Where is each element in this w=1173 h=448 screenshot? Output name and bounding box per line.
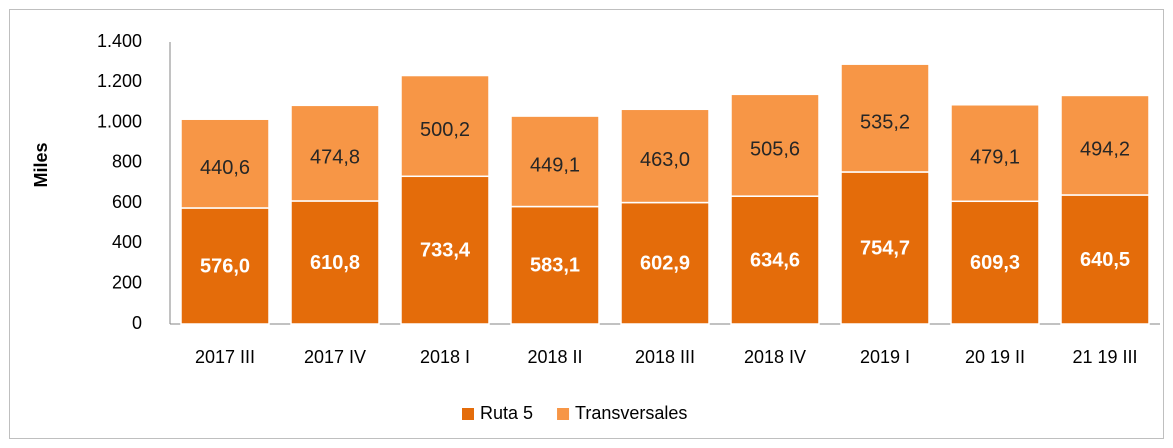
data-label: 634,6 bbox=[750, 249, 800, 271]
y-tick-label: 1.400 bbox=[97, 31, 142, 51]
bar-segment bbox=[840, 171, 930, 325]
data-label: 602,9 bbox=[640, 253, 690, 275]
bar-segment bbox=[840, 63, 930, 173]
x-tick-label: 20 19 II bbox=[965, 347, 1025, 367]
y-tick-label: 600 bbox=[112, 192, 142, 212]
bar-segment bbox=[620, 108, 710, 204]
x-tick-label: 2018 IV bbox=[744, 347, 806, 367]
bar-segment bbox=[290, 200, 380, 325]
data-label: 449,1 bbox=[530, 155, 580, 177]
data-label: 754,7 bbox=[860, 237, 910, 259]
data-label: 640,5 bbox=[1080, 249, 1130, 271]
y-tick-label: 0 bbox=[132, 313, 142, 333]
bar-segment bbox=[730, 93, 820, 197]
x-tick-label: 2018 III bbox=[635, 347, 695, 367]
x-tick-label: 2017 III bbox=[195, 347, 255, 367]
data-label: 474,8 bbox=[310, 146, 360, 168]
bar-segment bbox=[730, 195, 820, 325]
data-label: 505,6 bbox=[750, 139, 800, 161]
data-label: 500,2 bbox=[420, 119, 470, 141]
bar-segment bbox=[1060, 194, 1150, 325]
data-label: 494,2 bbox=[1080, 138, 1130, 160]
bar-segment bbox=[180, 118, 270, 209]
legend-label: Transversales bbox=[575, 403, 687, 423]
x-tick-label: 2018 I bbox=[420, 347, 470, 367]
x-tick-label: 21 19 III bbox=[1072, 347, 1137, 367]
x-tick-label: 2018 II bbox=[527, 347, 582, 367]
legend-label: Ruta 5 bbox=[480, 403, 533, 423]
x-tick-label: 2017 IV bbox=[304, 347, 366, 367]
y-tick-label: 800 bbox=[112, 152, 142, 172]
y-tick-label: 200 bbox=[112, 272, 142, 292]
y-tick-label: 1.200 bbox=[97, 71, 142, 91]
data-label: 609,3 bbox=[970, 252, 1020, 274]
bar-segment bbox=[400, 175, 490, 325]
bar-segment bbox=[510, 115, 600, 208]
y-tick-label: 400 bbox=[112, 232, 142, 252]
bar-segment bbox=[1060, 94, 1150, 196]
y-axis-label: Miles bbox=[31, 142, 51, 187]
bar-segment bbox=[950, 200, 1040, 325]
bar-segment bbox=[950, 104, 1040, 203]
data-label: 576,0 bbox=[200, 255, 250, 277]
y-tick-label: 1.000 bbox=[97, 111, 142, 131]
data-label: 463,0 bbox=[640, 149, 690, 171]
x-tick-label: 2019 I bbox=[860, 347, 910, 367]
bar-segment bbox=[510, 205, 600, 325]
legend-swatch bbox=[557, 408, 570, 420]
bar-segment bbox=[290, 104, 380, 202]
data-label: 733,4 bbox=[420, 239, 471, 261]
data-label: 479,1 bbox=[970, 146, 1020, 168]
data-label: 440,6 bbox=[200, 157, 250, 179]
legend-swatch bbox=[462, 408, 474, 420]
data-label: 583,1 bbox=[530, 255, 580, 277]
data-label: 535,2 bbox=[860, 111, 910, 133]
data-label: 610,8 bbox=[310, 252, 360, 274]
bar-segment bbox=[400, 74, 490, 178]
